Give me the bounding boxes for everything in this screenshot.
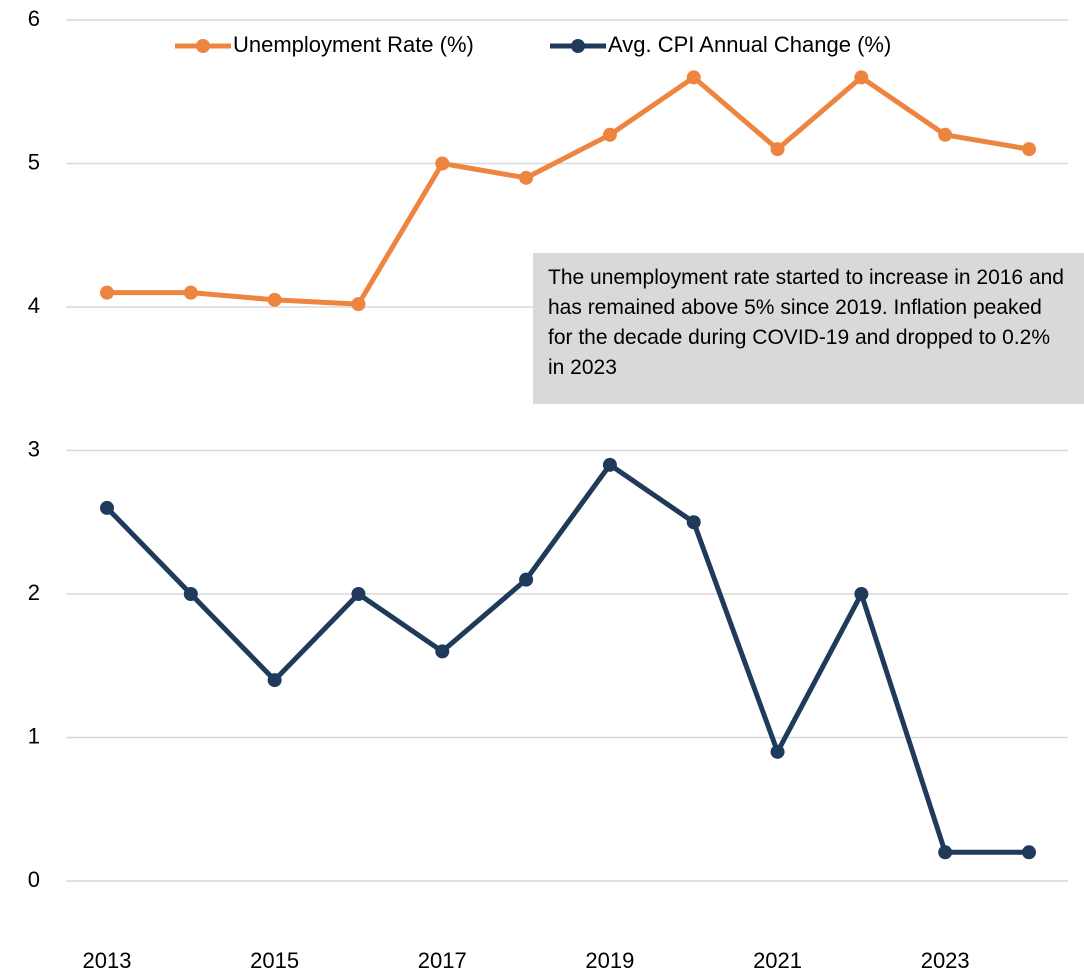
y-tick-label: 0 <box>28 867 40 892</box>
data-point <box>770 142 785 157</box>
legend-marker <box>571 39 585 53</box>
x-tick-label: 2019 <box>585 948 634 973</box>
x-tick-label: 2015 <box>250 948 299 973</box>
data-point <box>770 744 785 759</box>
data-point <box>938 845 953 860</box>
annotation: The unemployment rate started to increas… <box>533 253 1084 404</box>
legend-label: Unemployment Rate (%) <box>233 32 474 57</box>
y-tick-label: 6 <box>28 6 40 31</box>
data-point <box>100 500 114 515</box>
data-point <box>351 587 366 601</box>
data-point <box>854 587 869 601</box>
data-point <box>519 170 534 185</box>
y-tick-label: 3 <box>28 436 40 461</box>
data-point <box>267 292 282 307</box>
data-point <box>938 127 953 142</box>
series-line <box>107 74 1030 307</box>
data-point <box>602 457 617 472</box>
data-point <box>100 285 114 300</box>
data-point <box>267 673 282 688</box>
legend-marker <box>196 39 210 53</box>
data-point <box>1022 845 1036 860</box>
x-tick-label: 2013 <box>83 948 132 973</box>
data-point <box>183 587 198 601</box>
data-point <box>686 515 701 530</box>
x-tick-label: 2017 <box>418 948 467 973</box>
series-line <box>105 462 1029 855</box>
x-tick-label: 2021 <box>753 948 802 973</box>
data-point <box>435 644 450 659</box>
x-tick-label: 2023 <box>921 948 970 973</box>
y-tick-label: 4 <box>28 293 40 318</box>
legend-label: Avg. CPI Annual Change (%) <box>608 32 891 57</box>
y-tick-label: 5 <box>28 149 40 174</box>
data-point <box>351 297 366 312</box>
data-point <box>602 127 617 142</box>
data-point <box>1022 142 1036 157</box>
y-tick-label: 1 <box>28 723 40 748</box>
data-point <box>519 572 534 587</box>
y-tick-label: 2 <box>28 580 40 605</box>
data-point <box>435 156 450 171</box>
data-point <box>686 70 701 85</box>
data-point <box>183 285 198 300</box>
data-point <box>854 70 869 85</box>
